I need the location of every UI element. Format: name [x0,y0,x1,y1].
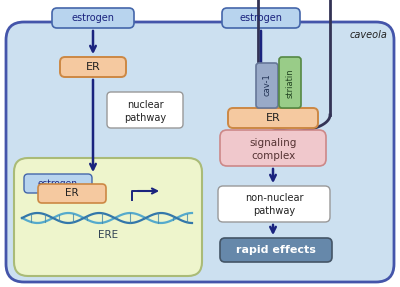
Text: pathway: pathway [124,113,166,123]
FancyBboxPatch shape [6,22,394,282]
Text: complex: complex [251,151,295,161]
FancyBboxPatch shape [279,57,301,108]
FancyBboxPatch shape [24,174,92,193]
FancyBboxPatch shape [220,130,326,166]
FancyBboxPatch shape [222,8,300,28]
FancyBboxPatch shape [256,63,278,108]
FancyBboxPatch shape [38,184,106,203]
Text: nuclear: nuclear [127,100,163,110]
Text: striatin: striatin [286,68,294,98]
Text: non-nuclear: non-nuclear [245,193,303,203]
FancyBboxPatch shape [220,238,332,262]
Text: ER: ER [65,188,79,198]
Text: rapid effects: rapid effects [236,245,316,255]
Text: ERE: ERE [98,230,118,240]
Text: signaling: signaling [249,138,297,148]
FancyBboxPatch shape [14,158,202,276]
Text: estrogen: estrogen [72,13,114,23]
FancyBboxPatch shape [228,108,318,128]
Text: ER: ER [266,113,280,123]
Text: cav-1: cav-1 [262,74,272,96]
Text: caveola: caveola [349,30,387,40]
FancyBboxPatch shape [218,186,330,222]
Text: estrogen: estrogen [240,13,282,23]
FancyBboxPatch shape [52,8,134,28]
FancyBboxPatch shape [107,92,183,128]
Text: ER: ER [86,62,100,72]
Text: estrogen: estrogen [38,179,78,187]
FancyBboxPatch shape [60,57,126,77]
Text: pathway: pathway [253,206,295,216]
